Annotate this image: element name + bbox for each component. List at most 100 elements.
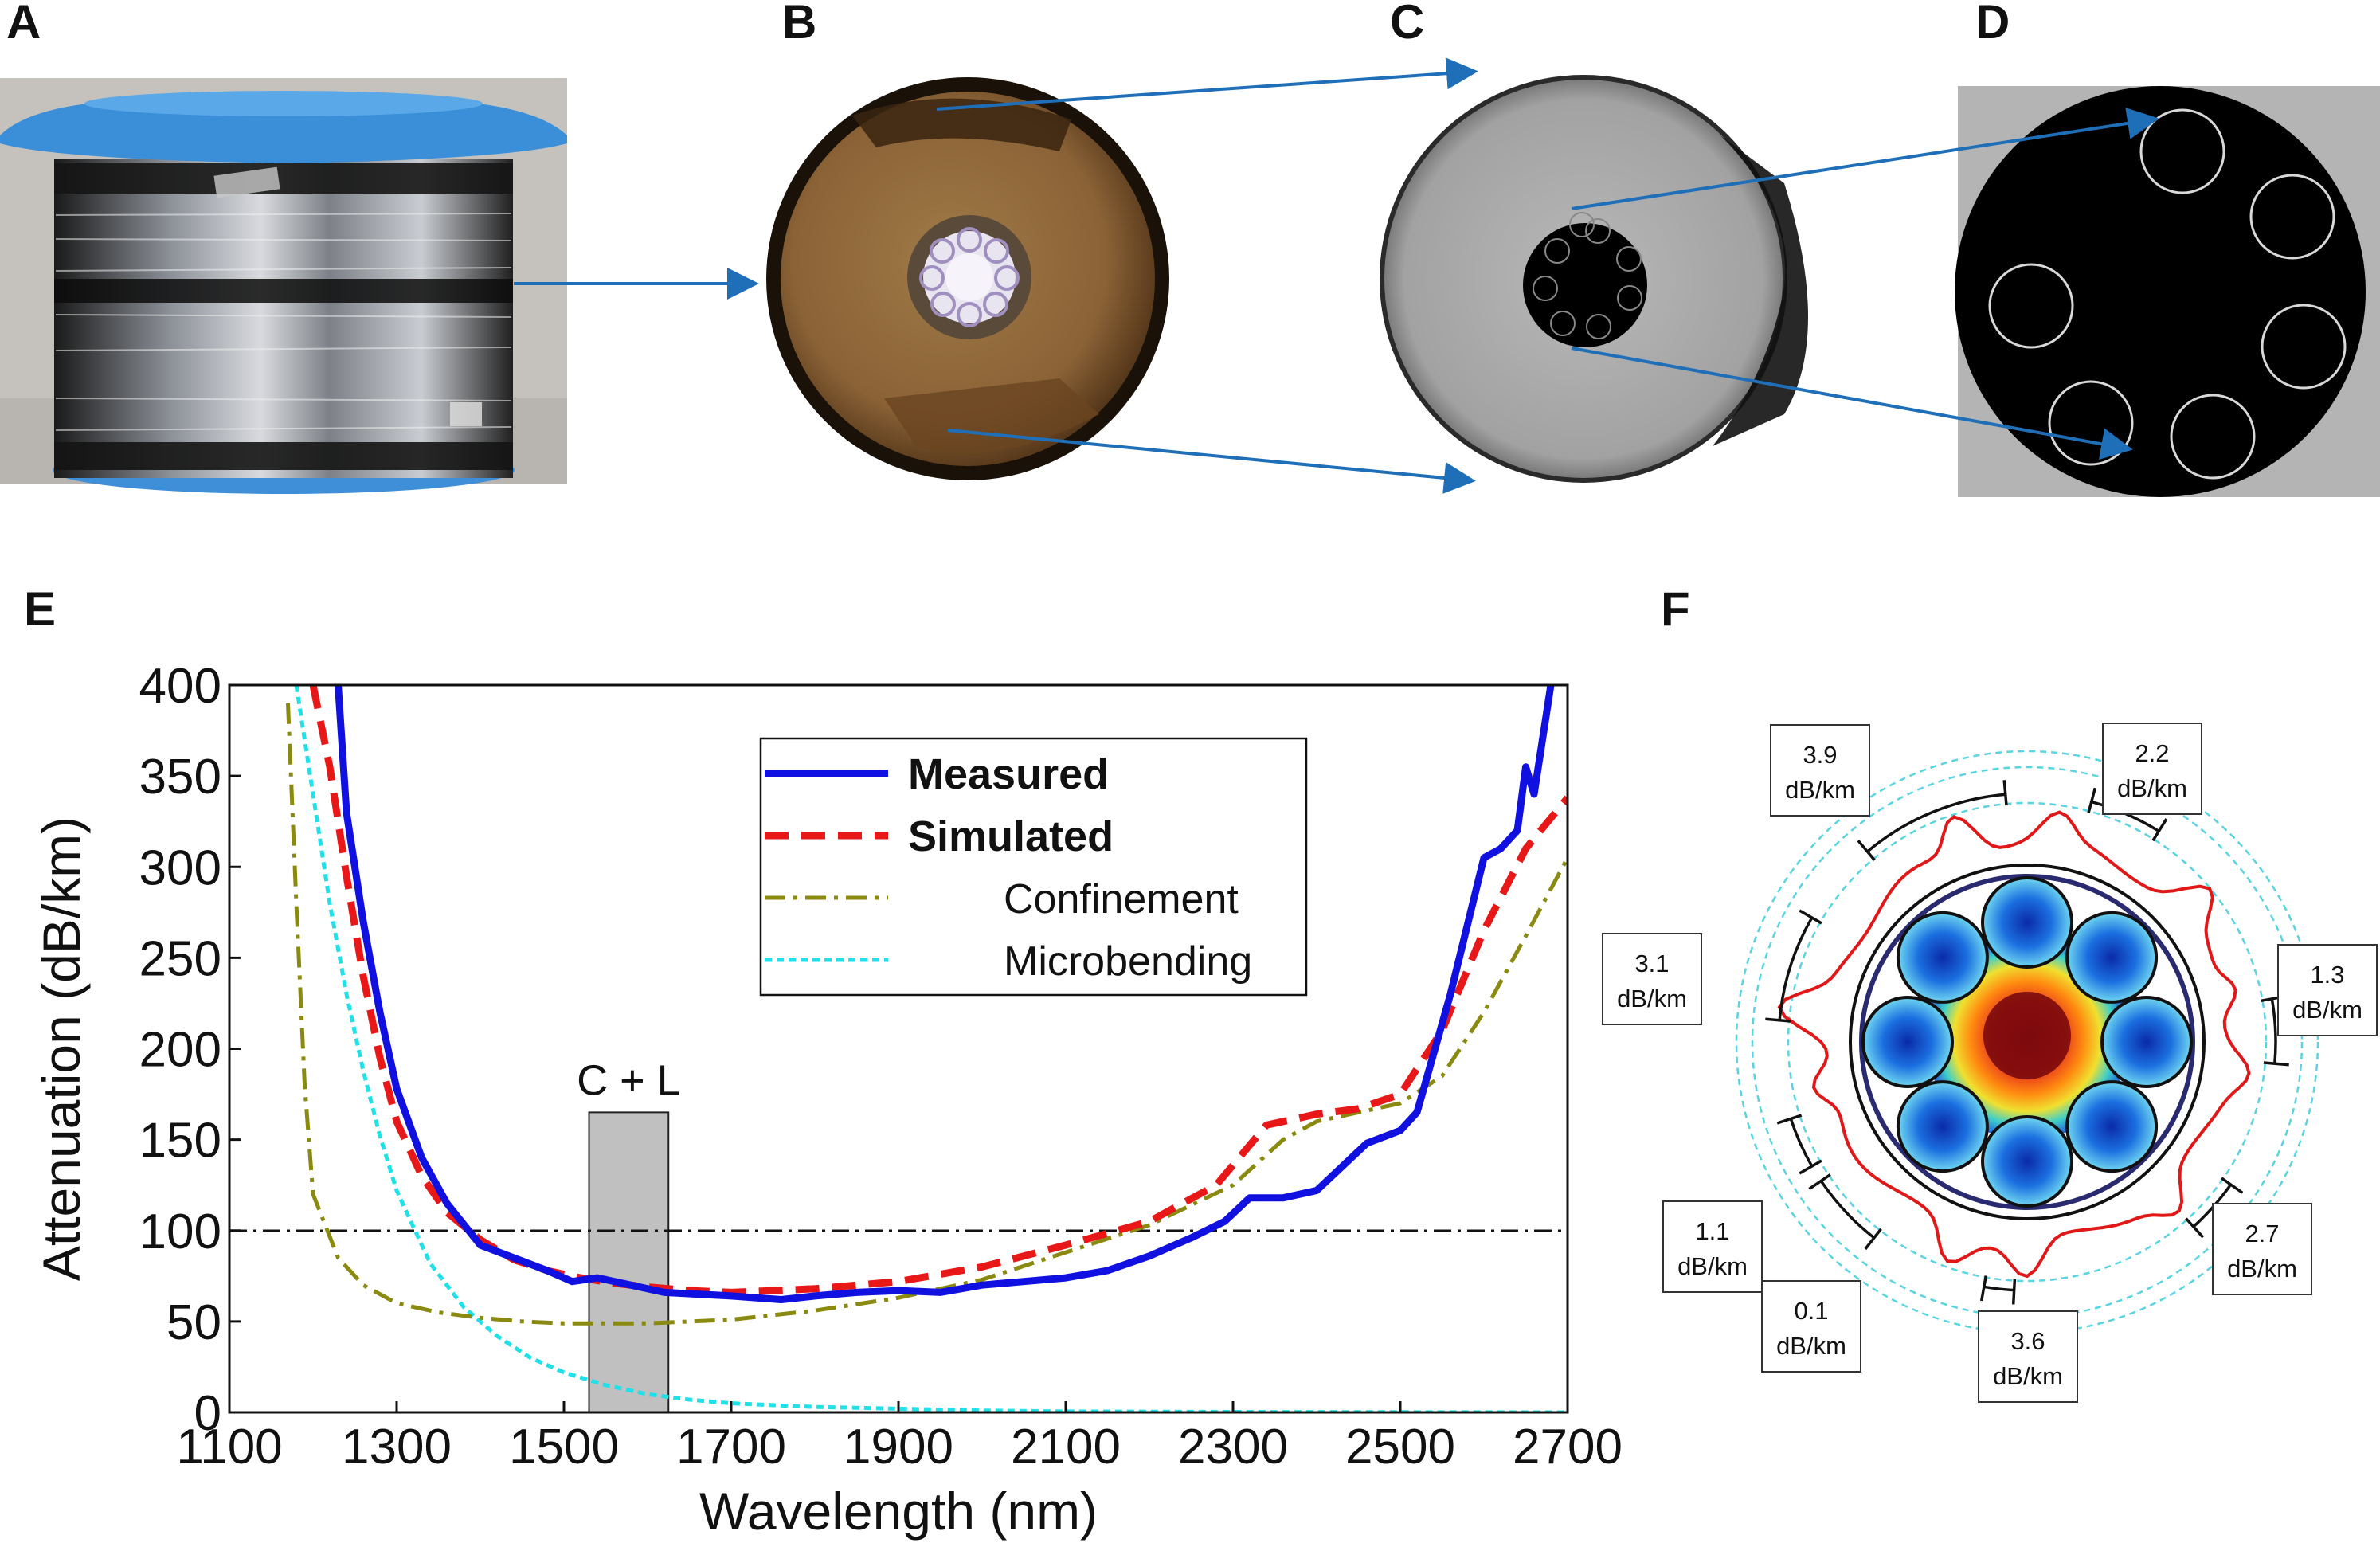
arc-cap <box>2087 787 2097 813</box>
loss-value: 3.1 <box>1634 950 1669 977</box>
legend-label-microbending: Microbending <box>1004 938 1252 985</box>
loss-value: 1.3 <box>2310 961 2344 989</box>
loss-value: 1.1 <box>1695 1217 1729 1245</box>
panel-letter-c: C <box>1390 0 1424 49</box>
series-line-confinement <box>286 703 1568 1326</box>
loss-label-box <box>1978 1310 2078 1403</box>
x-tick-label: 2300 <box>1178 1420 1288 1475</box>
x-tick-label: 1100 <box>176 1420 282 1475</box>
c-plus-l-label: C + L <box>577 1056 681 1104</box>
cladding-capillary <box>2100 996 2193 1088</box>
legend-label-measured: Measured <box>908 750 1109 798</box>
angular-arc <box>1866 793 2006 853</box>
arc-cap <box>2151 818 2168 842</box>
series-line-microbending <box>294 685 1568 1412</box>
angular-arc <box>1789 1118 1814 1167</box>
loss-value: 3.9 <box>1803 741 1837 769</box>
arrow-b-to-c-bottom <box>947 429 1476 494</box>
y-tick-label: 250 <box>139 931 221 986</box>
loss-label-box <box>1662 1200 1763 1293</box>
arrow-c-to-d-bottom <box>1571 347 2133 460</box>
panel-letter-a: A <box>6 0 41 49</box>
y-tick-label: 200 <box>139 1023 221 1078</box>
chart-legend: Measured Simulated Confinement Microbending <box>759 737 1308 997</box>
arc-cap <box>1857 840 1876 861</box>
cladding-capillary <box>1896 1080 1989 1173</box>
loss-trace <box>1777 810 2251 1279</box>
angular-arc <box>1983 1285 2014 1292</box>
x-tick-label: 2100 <box>1011 1420 1121 1475</box>
loss-label-box <box>1770 724 1870 817</box>
c-plus-l-band <box>588 1111 670 1413</box>
loss-unit: dB/km <box>2117 774 2187 802</box>
cladding-capillary <box>2065 911 2159 1004</box>
arc-cap <box>1765 1017 1791 1023</box>
y-axis-label: Attenuation (dB/km) <box>32 817 91 1281</box>
y-tick-label: 300 <box>139 840 221 895</box>
y-tick-label: 0 <box>194 1386 221 1441</box>
x-tick-label: 2700 <box>1513 1420 1623 1475</box>
cladding-capillary <box>1981 876 2073 969</box>
loss-label-box <box>2102 723 2202 815</box>
panel-letter-b: B <box>782 0 816 49</box>
arc-cap <box>1799 1159 1822 1175</box>
y-tick-label: 400 <box>139 659 221 714</box>
attenuation-chart: C + L 1100 1300 1500 1700 1900 2100 2300 2500 27… <box>32 659 1623 1541</box>
core-zoom-image <box>1955 86 2380 497</box>
angular-arc <box>2270 998 2277 1064</box>
loss-unit: dB/km <box>2227 1255 2297 1283</box>
cladding-capillary <box>1981 1115 2073 1208</box>
arc-cap <box>1808 1173 1831 1190</box>
polar-ring <box>1751 766 2304 1318</box>
loss-value: 2.7 <box>2245 1220 2279 1247</box>
arc-cap <box>2221 1177 2244 1194</box>
legend-label-confinement: Confinement <box>1004 876 1239 922</box>
series-line-measured <box>335 685 1555 1303</box>
polar-ring <box>1735 750 2319 1334</box>
x-tick-label: 1500 <box>509 1420 619 1475</box>
arc-cap <box>2002 780 2008 806</box>
polar-mode-plot: 3.9 dB/km 2.2 dB/km 3.1 dB/km 1.3 dB/km 1.1 dB/km… <box>1602 723 2378 1403</box>
sem-image <box>1380 75 1808 483</box>
spool-photo <box>0 78 567 494</box>
arc-cap <box>1979 1275 1988 1302</box>
angular-arc <box>1819 1180 1875 1240</box>
mode-peak <box>1983 992 2071 1079</box>
arc-cap <box>2185 1217 2205 1239</box>
fiber-cross-section-photo <box>766 77 1169 480</box>
loss-label-box <box>1602 933 1702 1025</box>
panel-letter-d: D <box>1975 0 2010 49</box>
loss-unit: dB/km <box>1993 1362 2063 1390</box>
loss-unit: dB/km <box>1617 985 1687 1012</box>
loss-unit: dB/km <box>1785 776 1855 804</box>
loss-unit: dB/km <box>1677 1252 1748 1280</box>
x-tick-label: 2500 <box>1345 1420 1455 1475</box>
y-tick-label: 50 <box>166 1295 221 1350</box>
legend-box <box>759 737 1308 997</box>
loss-label-box <box>1761 1280 1861 1373</box>
arc-cap <box>1776 1114 1803 1125</box>
legend-label-simulated: Simulated <box>908 813 1114 860</box>
loss-value: 2.2 <box>2135 739 2169 767</box>
panel-letter-e: E <box>24 582 56 636</box>
x-tick-label: 1700 <box>676 1420 786 1475</box>
arc-cap <box>2011 1279 2017 1305</box>
loss-label-box <box>2277 944 2378 1036</box>
cladding-capillary <box>2065 1080 2159 1173</box>
polar-ring <box>1787 801 2268 1283</box>
arrow-b-to-c-top <box>936 57 1478 111</box>
x-axis-label: Wavelength (nm) <box>699 1482 1098 1541</box>
loss-value: 0.1 <box>1794 1297 1828 1325</box>
loss-value: 3.6 <box>2010 1327 2045 1355</box>
cladding-capillary <box>1896 911 1989 1004</box>
loss-label-box <box>2212 1203 2312 1295</box>
x-tick-label: 1300 <box>342 1420 452 1475</box>
y-tick-label: 350 <box>139 750 221 805</box>
arrow-c-to-d-top <box>1571 108 2159 210</box>
y-tick-label: 100 <box>139 1204 221 1259</box>
x-tick-label: 1900 <box>844 1420 953 1475</box>
angular-arc <box>1778 917 1814 1020</box>
connector-arrows <box>514 57 2159 494</box>
arc-cap <box>1864 1228 1882 1251</box>
